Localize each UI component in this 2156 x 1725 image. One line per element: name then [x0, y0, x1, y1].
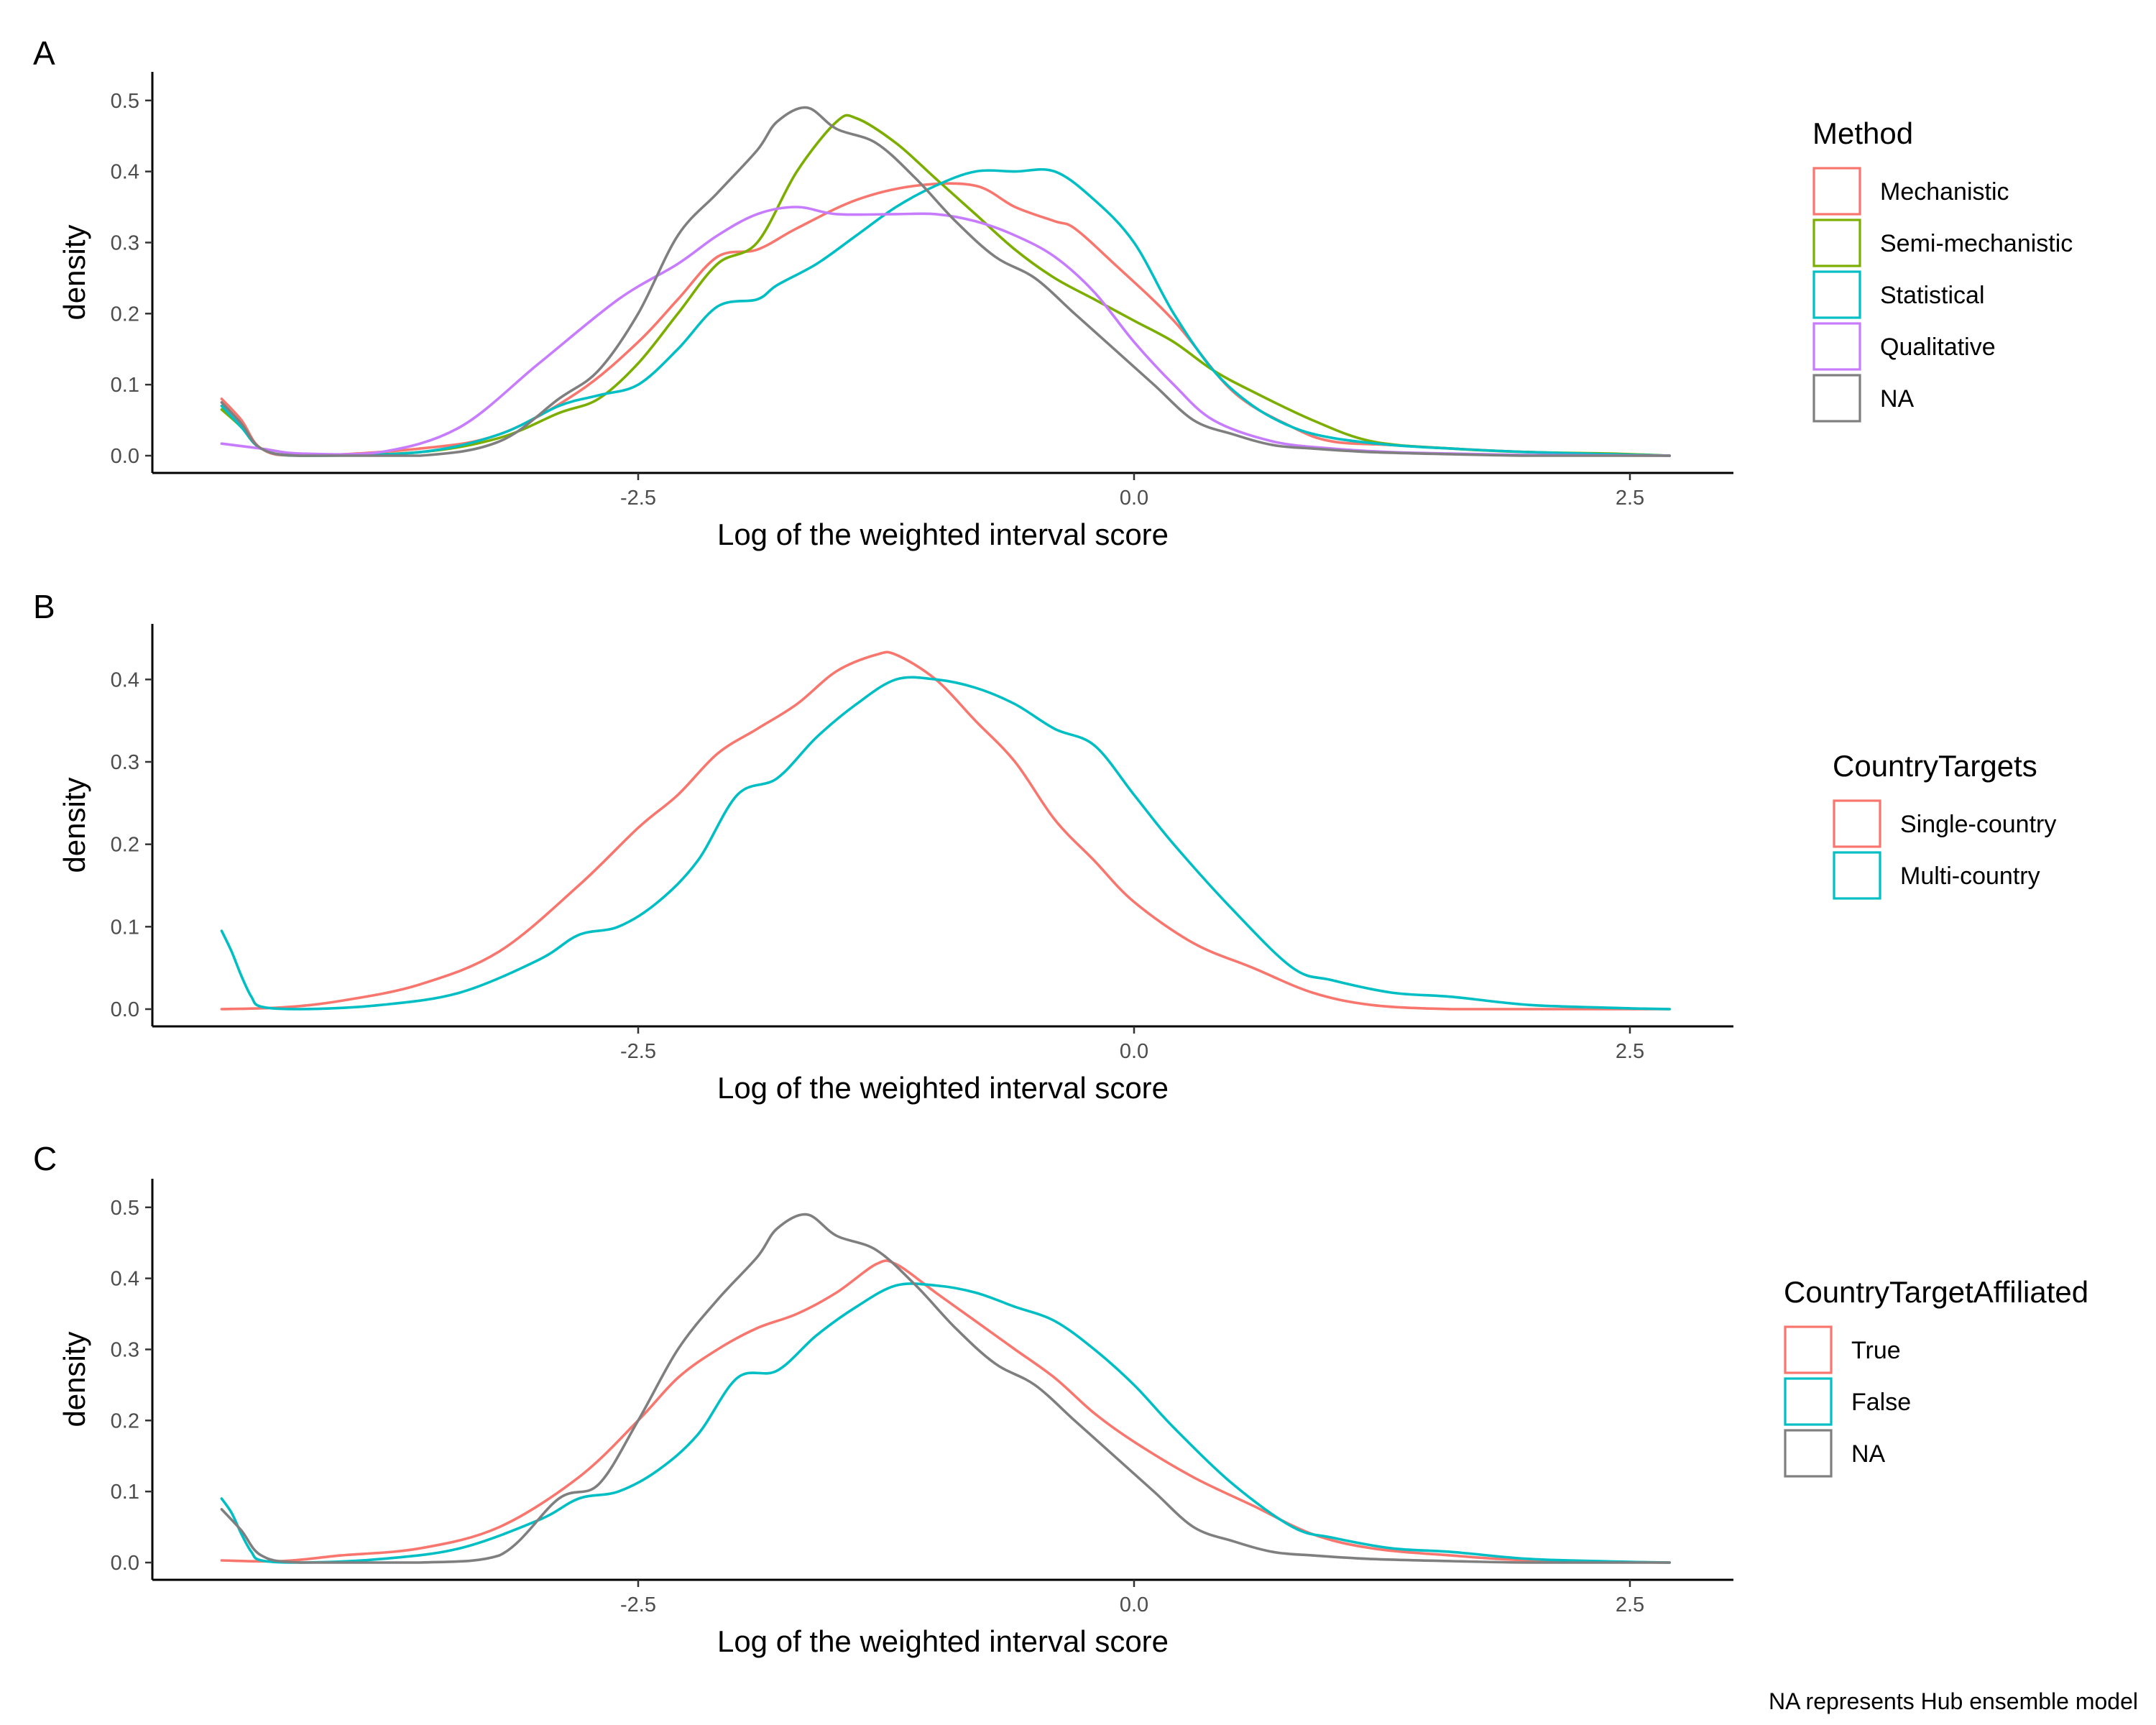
series-line-na	[220, 106, 1671, 457]
panel-c: C 0.0 0.1 0.2 0.3 0.4 0.5 -2.5 0.0 2.5 Log of the …	[33, 1140, 2088, 1658]
y-tick-label: 0.0	[111, 998, 139, 1021]
legend-key	[1812, 167, 1861, 216]
series-line-single-country	[220, 650, 1671, 1011]
legend-label: Semi-mechanistic	[1880, 230, 2073, 257]
panel-tag: C	[33, 1140, 57, 1177]
y-tick-label: 0.1	[111, 1481, 139, 1504]
y-tick-label: 0.3	[111, 751, 139, 774]
y-tick-label: 0.0	[111, 445, 139, 468]
x-axis-title: Log of the weighted interval score	[717, 1071, 1169, 1105]
legend-key	[1784, 1429, 1833, 1478]
legend-key	[1812, 218, 1861, 267]
y-tick-label: 0.2	[111, 1409, 139, 1432]
panel-tag: A	[33, 34, 55, 72]
legend-label: Mechanistic	[1880, 178, 2009, 206]
x-tick-label: 0.0	[1120, 1593, 1148, 1616]
y-tick-label: 0.1	[111, 374, 139, 397]
legend-label: False	[1851, 1389, 1911, 1416]
legend-label: Qualitative	[1880, 334, 1996, 361]
x-tick-label: 0.0	[1120, 487, 1148, 510]
panel-tag: B	[33, 588, 55, 625]
series-line-semi-mechanistic	[220, 114, 1671, 457]
legend-key	[1812, 322, 1861, 371]
legend-title: CountryTargetAffiliated	[1784, 1275, 2088, 1309]
y-tick-label: 0.3	[111, 1338, 139, 1361]
legend-label: Single-country	[1900, 811, 2056, 838]
series-line-statistical	[220, 167, 1671, 457]
y-axis-title: density	[57, 1331, 91, 1427]
legend-label: Multi-country	[1900, 862, 2040, 890]
series-line-mechanistic	[220, 182, 1671, 457]
y-tick-label: 0.4	[111, 161, 139, 184]
x-axis-title: Log of the weighted interval score	[717, 518, 1169, 551]
x-tick-label: 0.0	[1120, 1040, 1148, 1063]
x-tick-label: 2.5	[1616, 487, 1644, 510]
y-axis-title: density	[57, 224, 91, 320]
legend-key	[1833, 851, 1881, 900]
y-tick-label: 0.5	[111, 1197, 139, 1220]
legend-key	[1784, 1377, 1833, 1426]
x-tick-label: 2.5	[1616, 1593, 1644, 1616]
caption: NA represents Hub ensemble model	[1769, 1688, 2138, 1714]
x-tick-label: -2.5	[620, 1593, 656, 1616]
series-line-true	[220, 1259, 1671, 1564]
y-tick-label: 0.2	[111, 834, 139, 857]
series-line-qualitative	[220, 206, 1671, 457]
legend-key	[1784, 1325, 1833, 1374]
legend-key	[1833, 799, 1881, 848]
x-tick-label: -2.5	[620, 487, 656, 510]
legend-title: Method	[1812, 116, 1913, 150]
legend: CountryTargets Single-country Multi-countr…	[1833, 749, 2056, 900]
legend-key	[1812, 270, 1861, 319]
x-axis-title: Log of the weighted interval score	[717, 1624, 1169, 1658]
x-tick-label: -2.5	[620, 1040, 656, 1063]
panel-b: B 0.0 0.1 0.2 0.3 0.4 -2.5 0.0 2.5 Log of the wei…	[33, 588, 2056, 1105]
panel-a: A 0.0 0.1 0.2 0.3 0.4 0.5 -2.5 0.0 2.5 Log of the …	[33, 34, 2073, 551]
y-tick-label: 0.0	[111, 1552, 139, 1575]
series-line-na	[220, 1213, 1671, 1564]
y-tick-label: 0.3	[111, 231, 139, 254]
legend-label: Statistical	[1880, 282, 1985, 309]
series-line-multi-country	[220, 676, 1671, 1011]
y-axis-title: density	[57, 777, 91, 873]
y-tick-label: 0.5	[111, 90, 139, 113]
legend-label: NA	[1851, 1440, 1886, 1468]
legend-label: True	[1851, 1337, 1901, 1364]
y-tick-label: 0.2	[111, 303, 139, 326]
legend: CountryTargetAffiliated True False NA	[1784, 1275, 2088, 1478]
legend-label: NA	[1880, 385, 1915, 413]
y-tick-label: 0.1	[111, 916, 139, 939]
x-tick-label: 2.5	[1616, 1040, 1644, 1063]
series-line-false	[220, 1282, 1671, 1564]
y-tick-label: 0.4	[111, 668, 139, 691]
legend: Method Mechanistic Semi-mechanistic Statist…	[1812, 116, 2073, 423]
legend-title: CountryTargets	[1833, 749, 2037, 783]
y-tick-label: 0.4	[111, 1268, 139, 1291]
legend-key	[1812, 374, 1861, 423]
